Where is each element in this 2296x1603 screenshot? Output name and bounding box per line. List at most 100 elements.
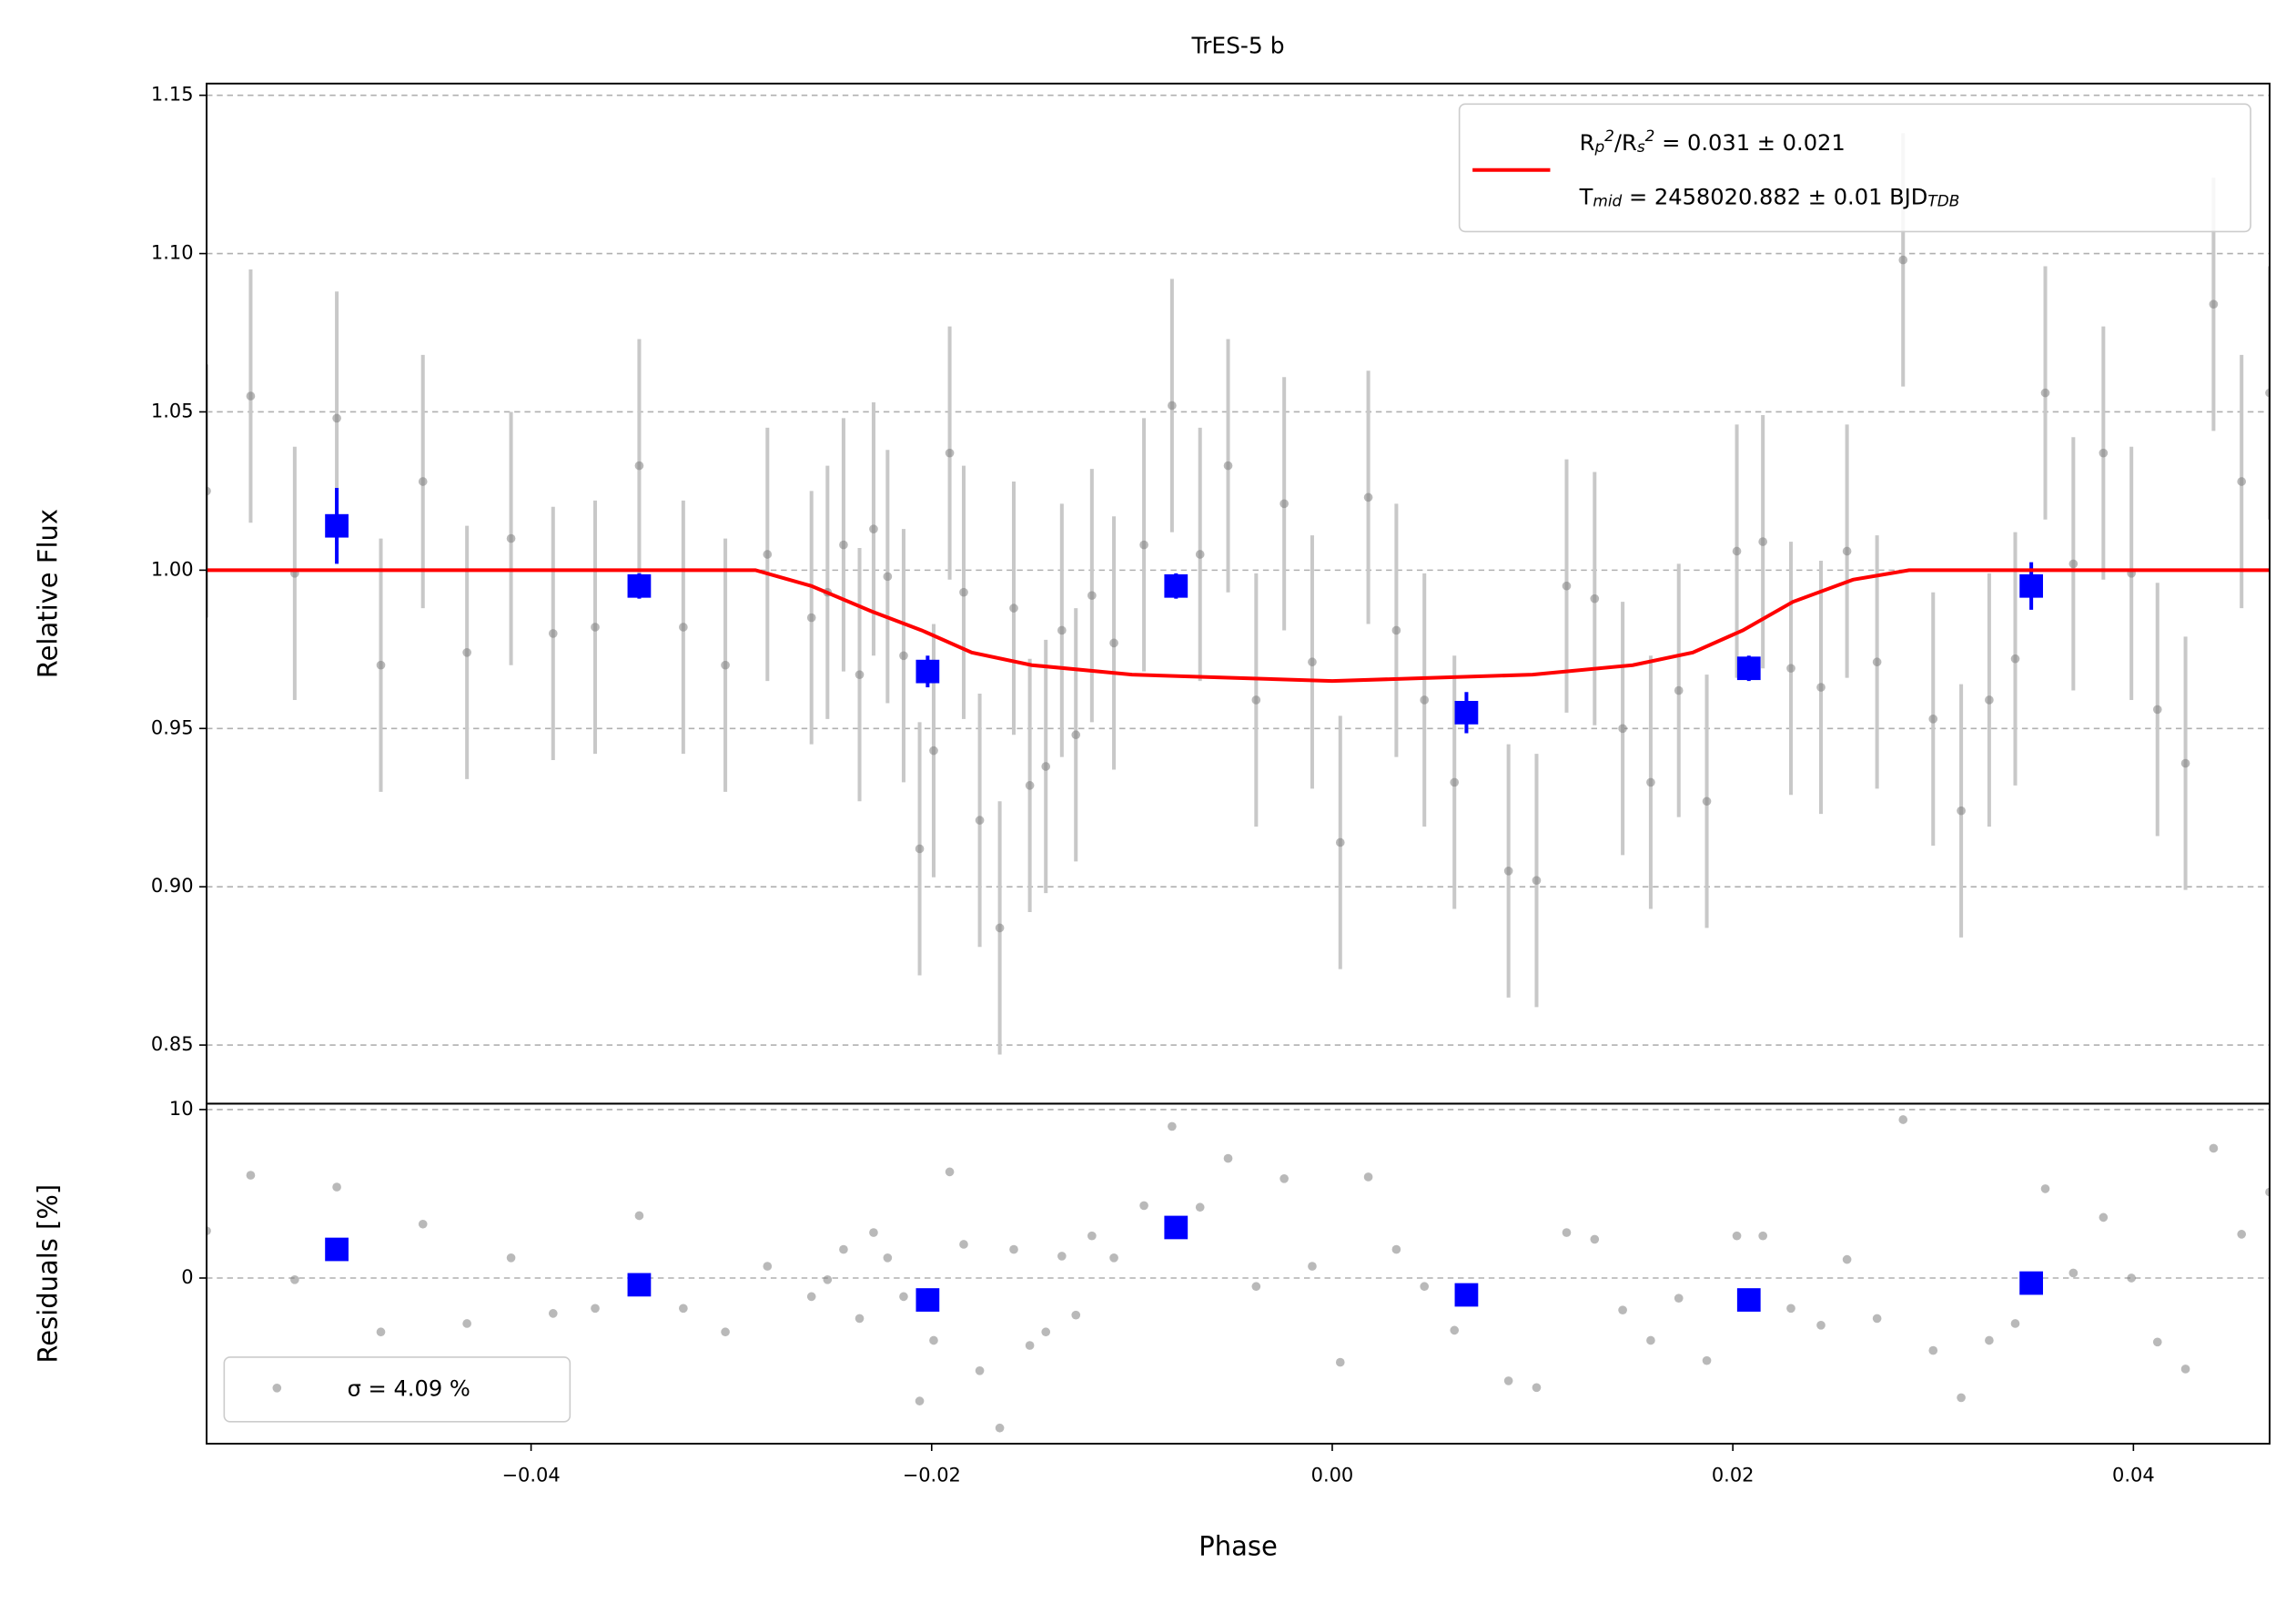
data-point — [2209, 299, 2219, 309]
legend-swatch — [272, 1383, 282, 1393]
data-point — [679, 623, 688, 632]
data-point — [1674, 1294, 1684, 1304]
data-point — [246, 1171, 256, 1180]
data-point — [1195, 550, 1205, 559]
data-point — [1041, 1327, 1051, 1337]
data-point — [1957, 1393, 1966, 1403]
axes-frame — [206, 1102, 2271, 1445]
data-point — [462, 647, 471, 657]
data-point — [1562, 581, 1572, 591]
y-tick-label: 10 — [169, 1098, 194, 1120]
data-point — [1251, 695, 1261, 705]
data-point — [418, 477, 428, 486]
legend-box — [223, 1356, 571, 1423]
y-tick-label: 0 — [181, 1266, 193, 1288]
data-point — [246, 391, 256, 401]
data-point — [1391, 1244, 1401, 1254]
data-point — [548, 1309, 558, 1318]
data-point — [2237, 1230, 2247, 1239]
binned-point — [1454, 701, 1479, 725]
data-point — [945, 1167, 955, 1177]
data-point — [1898, 255, 1908, 265]
data-point — [995, 923, 1005, 933]
data-point — [806, 613, 816, 623]
chart-title: TrES-5 b — [1191, 33, 1285, 59]
binned-point — [2019, 1271, 2043, 1295]
binned-point — [1454, 1283, 1479, 1307]
data-point — [2127, 1273, 2136, 1283]
data-point — [763, 550, 773, 559]
y-tick-label: 0.90 — [151, 875, 194, 897]
binned-point — [325, 1237, 349, 1262]
data-point — [376, 1327, 386, 1337]
data-point — [883, 572, 893, 582]
data-point — [1308, 1262, 1317, 1271]
data-point — [2265, 1187, 2271, 1197]
binned-point — [627, 1273, 652, 1297]
data-point — [839, 1244, 848, 1254]
data-point — [995, 1423, 1005, 1433]
x-tick-label: −0.02 — [903, 1464, 961, 1486]
data-point — [855, 1314, 865, 1324]
data-point — [721, 1327, 730, 1337]
x-tick-label: 0.02 — [1712, 1464, 1755, 1486]
data-point — [1590, 594, 1600, 604]
data-point — [1450, 777, 1460, 787]
data-point — [1420, 695, 1430, 705]
x-tick-label: 0.04 — [2112, 1464, 2155, 1486]
data-point — [1168, 401, 1177, 411]
data-point — [929, 1335, 938, 1345]
data-point — [2099, 1212, 2109, 1223]
data-point — [869, 1228, 878, 1237]
binned-point — [1736, 1288, 1761, 1312]
y-axis-label: Relative Flux — [33, 509, 64, 678]
plot-area — [207, 1115, 2271, 1433]
data-point — [2010, 654, 2020, 664]
data-point — [1223, 461, 1233, 471]
x-axis-label: Phase — [1199, 1530, 1278, 1561]
data-point — [1251, 1282, 1261, 1292]
data-point — [591, 623, 600, 632]
data-point — [915, 1396, 925, 1405]
data-point — [2040, 388, 2050, 398]
data-point — [899, 651, 908, 661]
data-point — [899, 1292, 908, 1302]
data-point — [332, 1182, 341, 1192]
data-point — [2068, 1268, 2079, 1278]
data-point — [959, 587, 968, 597]
data-point — [1532, 1383, 1542, 1393]
data-point — [2237, 477, 2247, 486]
y-axis-label: Residuals [%] — [33, 1184, 64, 1364]
data-point — [548, 629, 558, 638]
data-point — [1816, 1320, 1826, 1330]
data-point — [1786, 664, 1795, 674]
data-point — [1109, 1253, 1118, 1263]
data-point — [806, 1292, 816, 1302]
data-point — [915, 844, 925, 854]
data-point — [1279, 499, 1289, 509]
data-point — [883, 1253, 893, 1263]
data-point — [1057, 1252, 1067, 1261]
x-tick-label: −0.04 — [502, 1464, 561, 1486]
y-tick-label: 1.05 — [151, 400, 194, 421]
data-point — [462, 1319, 471, 1328]
data-point — [332, 413, 341, 423]
data-point — [1758, 537, 1768, 546]
data-point — [1674, 685, 1684, 695]
data-point — [1025, 781, 1035, 790]
binned-point — [1164, 573, 1188, 598]
data-point — [418, 1219, 428, 1229]
binned-point — [915, 659, 940, 684]
data-point — [1420, 1282, 1430, 1292]
data-point — [1087, 591, 1097, 601]
data-point — [975, 1365, 985, 1375]
data-point — [1816, 683, 1826, 692]
data-point — [1139, 540, 1148, 550]
data-point — [207, 486, 211, 496]
data-point — [2180, 1365, 2190, 1374]
binned-point — [915, 1288, 940, 1312]
data-point — [1702, 796, 1712, 807]
data-point — [1898, 1115, 1908, 1124]
data-point — [869, 524, 878, 533]
